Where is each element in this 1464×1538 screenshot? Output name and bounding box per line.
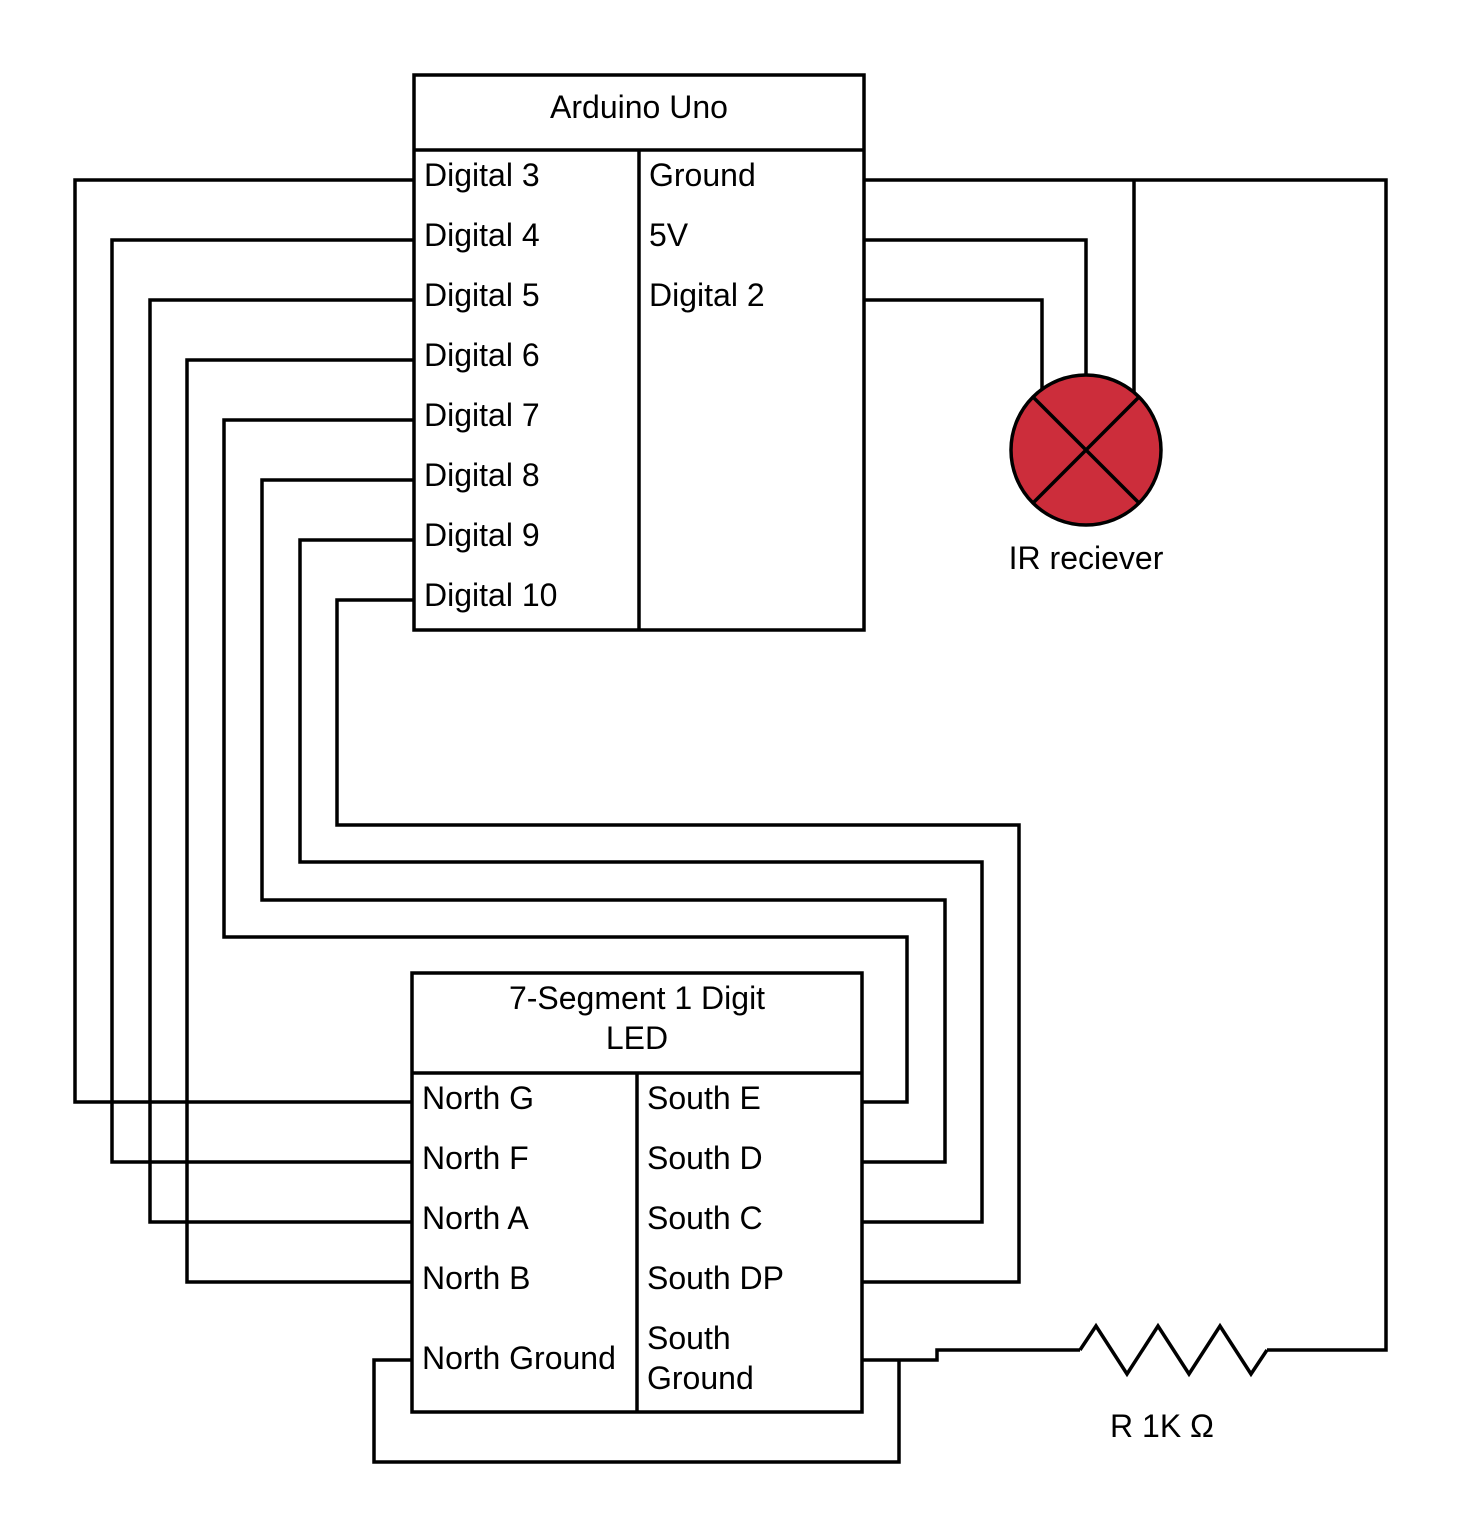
segment-pin-south-c: South C xyxy=(647,1200,763,1236)
arduino-uno: Arduino Uno Digital 3 Digital 4 Digital … xyxy=(412,73,866,632)
wire-ground-resistor xyxy=(864,178,1388,1352)
resistor-symbol xyxy=(1078,1322,1269,1378)
segment-pin-north-b: North B xyxy=(422,1260,530,1296)
arduino-pin-digital-8: Digital 8 xyxy=(424,457,540,493)
wire-5v-ir xyxy=(864,238,1088,375)
segment-title-line2: LED xyxy=(606,1020,668,1056)
arduino-pin-ground: Ground xyxy=(649,157,756,193)
wire-north-ground-loop xyxy=(372,1358,901,1464)
wire-digital3-north-g xyxy=(73,178,414,1104)
arduino-pin-digital-6: Digital 6 xyxy=(424,337,540,373)
seven-segment-led: 7-Segment 1 Digit LED North G North F No… xyxy=(410,971,864,1414)
wire-digital6-north-b xyxy=(185,358,414,1284)
segment-pin-north-g: North G xyxy=(422,1080,534,1116)
segment-pin-north-f: North F xyxy=(422,1140,529,1176)
wire-digital2-ir xyxy=(864,298,1044,392)
wire-digital4-north-f xyxy=(110,238,414,1164)
segment-pin-north-ground: North Ground xyxy=(422,1340,616,1376)
arduino-pin-digital-9: Digital 9 xyxy=(424,517,540,553)
arduino-pin-digital-10: Digital 10 xyxy=(424,577,557,613)
arduino-pin-5v: 5V xyxy=(649,217,689,253)
arduino-pin-digital-3: Digital 3 xyxy=(424,157,540,193)
arduino-pin-digital-7: Digital 7 xyxy=(424,397,540,433)
wire-digital5-north-a xyxy=(148,298,414,1224)
ir-receiver: IR reciever xyxy=(1009,373,1164,576)
wire-digital10-south-dp xyxy=(335,598,1021,1284)
segment-pin-south-dp: South DP xyxy=(647,1260,784,1296)
wires xyxy=(73,178,1388,1464)
arduino-pin-digital-2: Digital 2 xyxy=(649,277,765,313)
ir-receiver-label: IR reciever xyxy=(1009,540,1164,576)
wire-digital9-south-c xyxy=(298,538,984,1224)
ir-receiver-cross-b xyxy=(1031,395,1141,505)
segment-pin-north-a: North A xyxy=(422,1200,529,1236)
segment-title-line1: 7-Segment 1 Digit xyxy=(509,980,765,1016)
arduino-pin-digital-4: Digital 4 xyxy=(424,217,540,253)
segment-pin-south-ground-line2: Ground xyxy=(647,1360,754,1396)
segment-pin-south-e: South E xyxy=(647,1080,761,1116)
wire-resistor-south-ground xyxy=(862,1348,1080,1362)
resistor: R 1K Ω xyxy=(1078,1322,1269,1444)
arduino-title: Arduino Uno xyxy=(550,89,728,125)
segment-pin-south-ground-line1: South xyxy=(647,1320,731,1356)
segment-pin-south-d: South D xyxy=(647,1140,763,1176)
arduino-pin-digital-5: Digital 5 xyxy=(424,277,540,313)
resistor-label: R 1K Ω xyxy=(1110,1408,1214,1444)
wire-digital7-south-e xyxy=(222,418,909,1104)
wire-digital8-south-d xyxy=(260,478,947,1164)
